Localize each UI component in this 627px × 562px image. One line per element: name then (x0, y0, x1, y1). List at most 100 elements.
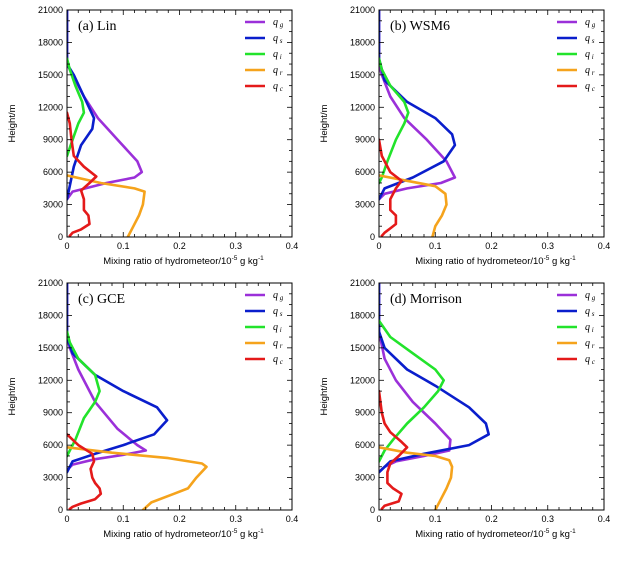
y-tick-label: 18000 (350, 37, 375, 47)
legend-label-g: q g (273, 290, 284, 302)
legend-subscript: g (278, 21, 284, 29)
legend-symbol: q (585, 354, 590, 365)
legend-label-g: q g (585, 290, 596, 302)
legend-subscript: c (278, 85, 284, 93)
legend-label-g: q g (585, 17, 596, 29)
panel-title: (d) Morrison (390, 292, 462, 307)
legend-symbol: q (585, 33, 590, 44)
x-tick-label: 0.1 (117, 241, 130, 251)
y-tick-label: 9000 (355, 408, 375, 418)
series-line-qg (67, 10, 144, 201)
plot-frame (378, 282, 605, 511)
legend-symbol: q (273, 81, 278, 92)
y-tick-label: 15000 (350, 343, 375, 353)
plot-frame (66, 282, 293, 511)
y-tick-label: 9000 (355, 135, 375, 145)
legend-subscript: c (590, 358, 596, 366)
legend-symbol: q (585, 290, 590, 301)
legend-symbol: q (585, 306, 590, 317)
panel-title: (a) Lin (78, 19, 116, 34)
x-tick-label: 0 (376, 241, 381, 251)
x-tick-label: 0.3 (541, 514, 554, 524)
legend-label-r: q r (273, 65, 283, 77)
panel-4: 0 3000 6000 9000 12000 15000 18000 21000 0 0.1 0.2… (319, 278, 610, 540)
x-axis-label-unit-exp: -1 (570, 528, 576, 535)
x-axis-label-unit: g kg (549, 256, 570, 267)
series-group (379, 10, 457, 237)
y-axis-label: Height/m (7, 377, 18, 415)
y-tick-label: 21000 (38, 278, 63, 288)
x-axis-label: Mixing ratio of hydrometeor/10-5 g kg-1 (415, 528, 576, 540)
y-axis-label: Height/m (319, 377, 330, 415)
x-tick-label: 0.2 (485, 514, 498, 524)
legend-label-c: q c (585, 354, 596, 366)
legend-subscript: r (278, 342, 283, 350)
legend-label-r: q r (273, 338, 283, 350)
legend-symbol: q (585, 81, 590, 92)
x-tick-label: 0.4 (598, 514, 611, 524)
x-axis-label-text: Mixing ratio of hydrometeor/10 (415, 256, 543, 267)
legend-subscript: c (590, 85, 596, 93)
legend-symbol: q (273, 33, 278, 44)
y-tick-label: 3000 (43, 473, 63, 483)
y-tick-label: 21000 (350, 278, 375, 288)
legend-symbol: q (585, 17, 590, 28)
y-tick-label: 6000 (43, 440, 63, 450)
legend-label-s: q s (585, 306, 595, 318)
x-axis-label-text: Mixing ratio of hydrometeor/10 (415, 529, 543, 540)
legend-label-r: q r (585, 338, 595, 350)
series-line-qg (379, 10, 457, 201)
series-line-qi (67, 330, 101, 458)
y-tick-label: 21000 (350, 5, 375, 15)
legend-symbol: q (273, 290, 278, 301)
x-tick-label: 0.4 (286, 241, 299, 251)
y-tick-label: 6000 (355, 440, 375, 450)
x-axis-label-unit-exp: -1 (258, 255, 264, 262)
legend-subscript: s (278, 37, 283, 45)
y-tick-label: 15000 (38, 343, 63, 353)
x-tick-label: 0.3 (229, 514, 242, 524)
y-tick-label: 15000 (38, 70, 63, 80)
legend-label-s: q s (273, 306, 283, 318)
x-axis-label-unit-exp: -1 (570, 255, 576, 262)
legend-label-i: q i (273, 322, 282, 334)
x-tick-label: 0.3 (541, 241, 554, 251)
legend-label-i: q i (585, 49, 594, 61)
x-axis-label: Mixing ratio of hydrometeor/10-5 g kg-1 (103, 255, 264, 267)
y-tick-label: 0 (58, 232, 63, 242)
x-tick-label: 0.3 (229, 241, 242, 251)
series-group (67, 10, 146, 237)
y-tick-label: 0 (58, 505, 63, 515)
legend-label-g: q g (273, 17, 284, 29)
x-axis-label-unit: g kg (237, 529, 258, 540)
x-axis-label-exp: -5 (232, 255, 238, 262)
panel-3: 0 3000 6000 9000 12000 15000 18000 21000 0 0.1 0.2… (7, 278, 298, 540)
x-axis-label-text: Mixing ratio of hydrometeor/10 (103, 256, 231, 267)
legend-subscript: i (590, 53, 594, 61)
legend-symbol: q (273, 306, 278, 317)
x-tick-label: 0.2 (173, 241, 186, 251)
x-tick-label: 0.1 (429, 514, 442, 524)
legend-subscript: s (590, 37, 595, 45)
series-group (67, 283, 208, 510)
legend-symbol: q (585, 65, 590, 76)
series-line-qr (67, 446, 208, 510)
series-line-qg (379, 283, 452, 474)
series-line-qr (67, 174, 146, 237)
y-tick-label: 18000 (38, 37, 63, 47)
legend-symbol: q (273, 354, 278, 365)
legend-subscript: i (278, 326, 282, 334)
x-tick-label: 0 (64, 514, 69, 524)
y-tick-label: 21000 (38, 5, 63, 15)
series-line-qi (67, 57, 86, 158)
series-line-qi (379, 57, 410, 185)
panel-1: 0 3000 6000 9000 12000 15000 18000 21000 0 0.1 0.2… (7, 5, 298, 267)
legend-symbol: q (585, 322, 590, 333)
series-line-qc (379, 389, 409, 510)
y-tick-label: 12000 (350, 102, 375, 112)
x-tick-label: 0 (64, 241, 69, 251)
legend-label-i: q i (585, 322, 594, 334)
legend-symbol: q (585, 338, 590, 349)
x-axis-label: Mixing ratio of hydrometeor/10-5 g kg-1 (415, 255, 576, 267)
